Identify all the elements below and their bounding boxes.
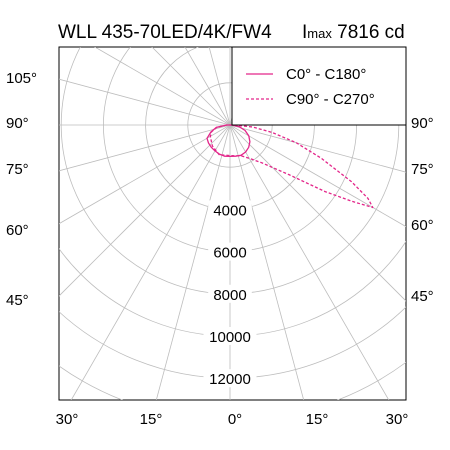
legend-label-c0-c180: C0° - C180° xyxy=(286,66,366,83)
imax-symbol: I xyxy=(302,22,308,43)
legend-label-c90-c270: C90° - C270° xyxy=(286,91,375,108)
grid-spoke xyxy=(94,47,231,126)
radial-tick-label: 12000 xyxy=(209,371,251,388)
radial-label-bg xyxy=(203,327,257,345)
grid-spoke xyxy=(151,47,231,126)
imax-subscript: max xyxy=(307,26,332,41)
chart-title-row: WLL 435-70LED/4K/FW4 Imax 7816 cd xyxy=(0,18,450,48)
radial-tick-label: 4000 xyxy=(213,202,246,219)
bottom-angle-label: 15° xyxy=(140,411,163,428)
legend-box xyxy=(231,46,407,126)
right-angle-label: 75° xyxy=(411,161,434,178)
left-angle-label: 105° xyxy=(6,70,37,87)
right-angle-label: 60° xyxy=(411,217,434,234)
grid-spoke xyxy=(184,47,231,126)
radial-tick-labels: 4000 6000 8000 10000 12000 xyxy=(203,200,257,388)
left-angle-label: 45° xyxy=(6,292,29,309)
right-angle-label: 45° xyxy=(411,288,434,305)
radial-tick-label: 8000 xyxy=(213,287,246,304)
left-angle-label: 60° xyxy=(6,222,29,239)
radial-tick-label: 10000 xyxy=(209,329,251,346)
bottom-angle-label: 15° xyxy=(306,411,329,428)
curve-c0-c180 xyxy=(206,124,251,158)
radial-label-bg xyxy=(208,284,252,303)
intensity-curves xyxy=(206,124,374,209)
radial-tick-label: 6000 xyxy=(213,245,246,262)
chart-title: WLL 435-70LED/4K/FW4 xyxy=(58,22,272,43)
left-angle-label: 75° xyxy=(6,161,29,178)
bottom-angle-label: 30° xyxy=(56,411,79,428)
angle-tick-labels: 105° 90° 75° 60° 45° 90° 75° 60° 45° 30° 15° 0° 15° 3… xyxy=(6,70,434,428)
imax-value: 7816 cd xyxy=(337,22,405,43)
bottom-angle-label: 30° xyxy=(386,411,409,428)
imax-label: Imax 7816 cd xyxy=(302,18,405,49)
radial-label-bg xyxy=(208,242,252,261)
curve-c90-c270 xyxy=(209,124,374,209)
radial-label-bg xyxy=(203,369,257,388)
legend: C0° - C180° C90° - C270° xyxy=(231,46,407,126)
right-angle-label: 90° xyxy=(411,115,434,132)
grid-spoke xyxy=(208,47,231,126)
left-angle-label: 90° xyxy=(6,115,29,132)
radial-label-bg xyxy=(208,200,252,219)
bottom-angle-label: 0° xyxy=(228,411,242,428)
